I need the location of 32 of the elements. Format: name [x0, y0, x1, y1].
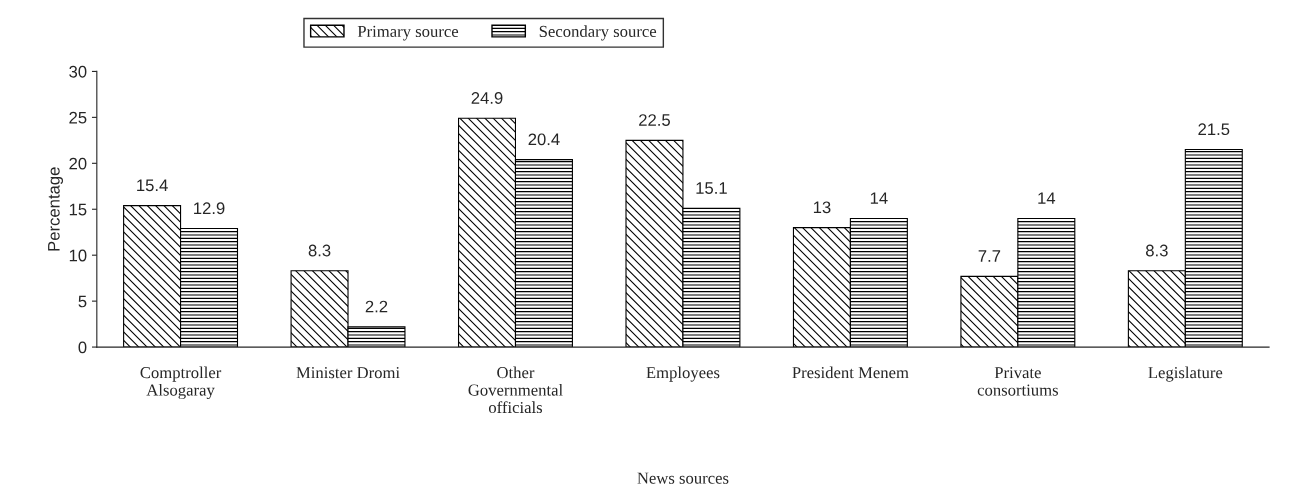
x-tick-label: President Menem [792, 366, 909, 379]
data-label: 14 [1038, 192, 1056, 204]
x-tick-label: Comptroller Alsogaray [140, 366, 222, 400]
y-tick-label: 0 [78, 341, 87, 354]
y-tick-label: 20 [69, 157, 87, 170]
data-label: 24.9 [471, 92, 503, 104]
data-label: 15.4 [137, 179, 168, 192]
y-tick-label: 5 [78, 295, 87, 308]
x-tick-label: Other Governmental officials [468, 366, 563, 414]
data-label: 13 [813, 201, 831, 214]
x-tick-label: Private consortiums [977, 367, 1058, 396]
data-label: 14 [870, 192, 888, 204]
data-label: 8.3 [1145, 244, 1168, 257]
data-label: 15.1 [696, 182, 727, 194]
data-label: 20.4 [528, 133, 560, 146]
data-label: 2.2 [365, 300, 388, 313]
data-label: 12.9 [194, 202, 225, 215]
data-label: 21.5 [1198, 123, 1230, 136]
data-label: 22.5 [639, 114, 670, 126]
x-tick-label: Minister Dromi [296, 367, 400, 379]
y-axis-title: Percentage [48, 167, 64, 251]
x-axis-title: News sources [637, 472, 729, 484]
data-label: 8.3 [308, 244, 331, 257]
y-tick-label: 10 [69, 249, 87, 262]
x-tick-label: Legislature [1148, 366, 1223, 382]
legend-label: Secondary source [539, 25, 657, 41]
y-tick-label: 30 [69, 65, 87, 78]
y-tick-label: 25 [69, 111, 87, 124]
x-tick-label: Employees [646, 366, 720, 382]
legend-label: Primary source [357, 25, 459, 41]
data-label: 7.7 [978, 250, 1001, 262]
y-tick-label: 15 [69, 203, 87, 216]
